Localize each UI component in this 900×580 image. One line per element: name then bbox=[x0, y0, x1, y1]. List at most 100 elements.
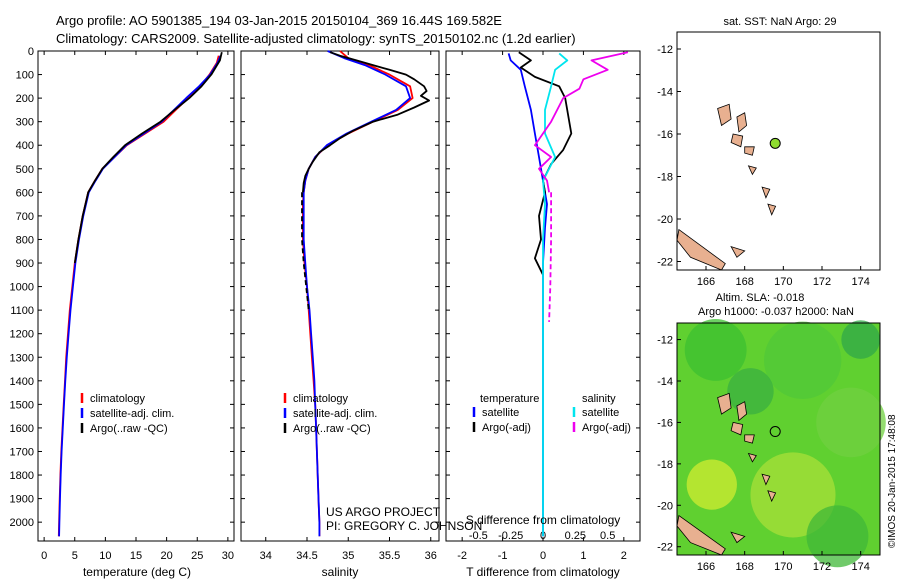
island bbox=[747, 165, 757, 176]
legend-label: climatology bbox=[293, 393, 349, 405]
depth-tick-label: 1700 bbox=[10, 446, 34, 458]
difference-series-S-satellite bbox=[542, 52, 569, 537]
map-y-tick-label: -14 bbox=[657, 376, 673, 388]
depth-tick-label: 1300 bbox=[10, 352, 34, 364]
island bbox=[730, 133, 744, 148]
temperature-series-climatology bbox=[57, 55, 220, 537]
salinity-series-argo bbox=[302, 51, 431, 193]
map-y-tick-label: -16 bbox=[657, 417, 673, 429]
map-x-tick-label: 172 bbox=[813, 561, 831, 573]
x-tick-label: 25 bbox=[191, 550, 203, 562]
depth-tick-label: 900 bbox=[16, 258, 34, 270]
depth-tick-label: 100 bbox=[16, 70, 34, 82]
island bbox=[730, 421, 744, 436]
map-y-tick-label: -16 bbox=[657, 129, 673, 141]
map-x-tick-label: 174 bbox=[851, 561, 869, 573]
sla-patch bbox=[841, 320, 881, 359]
legend-label: satellite-adj. clim. bbox=[90, 408, 174, 420]
header-line2: Climatology: CARS2009. Satellite-adjuste… bbox=[56, 31, 576, 46]
s-tick-label: 0.25 bbox=[565, 530, 586, 542]
legend-label: satellite bbox=[482, 407, 519, 419]
legend-label: Argo(..raw -QC) bbox=[293, 423, 371, 435]
island bbox=[717, 103, 732, 127]
difference-series-S-argo-adj bbox=[548, 192, 552, 322]
sst-map-background bbox=[677, 32, 880, 270]
legend-label: satellite-adj. clim. bbox=[293, 408, 377, 420]
map-x-tick-label: 170 bbox=[774, 561, 792, 573]
sla-patch bbox=[816, 387, 886, 458]
sla-patch bbox=[727, 368, 774, 415]
x-tick-label: 35 bbox=[342, 550, 354, 562]
temperature-panel: 0100200300400500600700800900100011001200… bbox=[10, 46, 235, 562]
map-y-tick-label: -18 bbox=[657, 459, 673, 471]
s-tick-label: -0.25 bbox=[498, 530, 523, 542]
difference-series-T-satellite bbox=[507, 53, 548, 537]
island bbox=[767, 490, 777, 503]
map-y-tick-label: -22 bbox=[657, 542, 673, 554]
island bbox=[717, 392, 732, 415]
x-tick-label: 1 bbox=[580, 550, 586, 562]
map-x-tick-label: 168 bbox=[735, 276, 753, 288]
map-y-tick-label: -12 bbox=[657, 44, 673, 56]
sla-patch bbox=[806, 505, 869, 568]
map-y-tick-label: -12 bbox=[657, 335, 673, 347]
map-x-tick-label: 172 bbox=[813, 276, 831, 288]
depth-tick-label: 1600 bbox=[10, 423, 34, 435]
legend-title-temperature: temperature bbox=[480, 393, 539, 405]
temperature-series-satellite bbox=[58, 55, 222, 537]
island bbox=[761, 473, 771, 486]
legend-label: climatology bbox=[90, 393, 146, 405]
salinity-xlabel: salinity bbox=[322, 565, 359, 579]
island bbox=[730, 531, 746, 544]
sst-map-frame bbox=[676, 31, 881, 271]
sla-patch bbox=[684, 318, 747, 381]
temperature-xlabel: temperature (deg C) bbox=[83, 565, 191, 579]
sla-map-panel: 166 168 170 172 174 -12 -14 -16 -18 -20 -22 bbox=[657, 318, 886, 573]
map-y-tick-label: -14 bbox=[657, 87, 673, 99]
x-tick-label: -2 bbox=[457, 550, 467, 562]
island bbox=[767, 203, 777, 216]
legend-label: satellite bbox=[582, 407, 619, 419]
salinity-frame bbox=[240, 50, 440, 542]
depth-tick-label: 1500 bbox=[10, 399, 34, 411]
depth-tick-label: 1800 bbox=[10, 470, 34, 482]
depth-tick-label: 200 bbox=[16, 93, 34, 105]
x-tick-label: 20 bbox=[161, 550, 173, 562]
depth-tick-label: 1200 bbox=[10, 329, 34, 341]
island bbox=[736, 112, 748, 133]
depth-tick-label: 1900 bbox=[10, 494, 34, 506]
map-x-tick-label: 166 bbox=[697, 276, 715, 288]
map-x-tick-label: 166 bbox=[697, 561, 715, 573]
map-x-tick-label: 168 bbox=[735, 561, 753, 573]
depth-tick-label: 1000 bbox=[10, 282, 34, 294]
legend-title-salinity: salinity bbox=[582, 393, 616, 405]
salinity-panel: 34 34.5 35 35.5 36 climatology satellite-adj. … bbox=[240, 50, 440, 562]
difference-xlabel-top: S difference from climatology bbox=[466, 513, 621, 527]
map-y-tick-label: -20 bbox=[657, 214, 673, 226]
x-tick-label: 35.5 bbox=[379, 550, 400, 562]
sla-map-frame bbox=[676, 322, 881, 556]
float-marker bbox=[769, 137, 781, 149]
map-x-tick-label: 170 bbox=[774, 276, 792, 288]
x-tick-label: 15 bbox=[130, 550, 142, 562]
salinity-series-satellite bbox=[302, 50, 412, 537]
depth-tick-label: 2000 bbox=[10, 517, 34, 529]
depth-tick-label: 400 bbox=[16, 140, 34, 152]
sla-map-title: Altim. SLA: -0.018 bbox=[716, 292, 805, 304]
map-y-tick-label: -20 bbox=[657, 500, 673, 512]
sla-patch bbox=[764, 321, 842, 399]
header-line1: Argo profile: AO 5901385_194 03-Jan-2015… bbox=[56, 13, 502, 28]
map-y-tick-label: -22 bbox=[657, 257, 673, 269]
island bbox=[744, 146, 755, 156]
sst-map-panel: 166 168 170 172 174 -12 -14 -16 -18 -20 -22 bbox=[657, 31, 881, 288]
imos-watermark: ©IMOS 20-Jan-2015 17:48:08 bbox=[887, 414, 898, 548]
difference-xlabel: T difference from climatology bbox=[466, 565, 620, 579]
depth-tick-label: 700 bbox=[16, 211, 34, 223]
x-tick-label: 2 bbox=[621, 550, 627, 562]
island bbox=[747, 452, 757, 463]
x-tick-label: 30 bbox=[222, 550, 234, 562]
temperature-series-argo bbox=[73, 51, 223, 264]
x-tick-label: 34 bbox=[260, 550, 272, 562]
depth-tick-label: 1400 bbox=[10, 376, 34, 388]
